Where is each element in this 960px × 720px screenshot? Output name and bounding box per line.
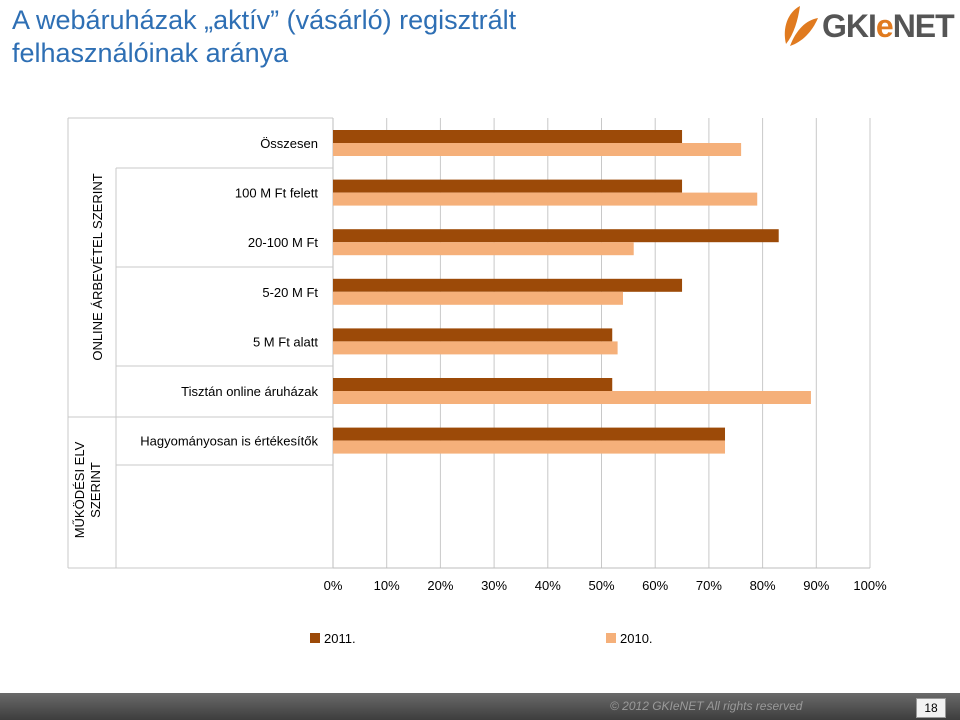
logo-wordmark: GKIeNET — [822, 8, 955, 44]
x-tick-label: 60% — [642, 578, 668, 593]
bar-2011 — [333, 130, 683, 143]
bar-2011 — [333, 427, 726, 441]
leaf-icon — [784, 6, 818, 46]
title-line-2: felhasználóinak aránya — [12, 38, 289, 68]
x-tick-label: 30% — [481, 578, 507, 593]
category-label: 5-20 M Ft — [262, 285, 318, 300]
category-label: Tisztán online áruházak — [181, 384, 318, 399]
group-label-principle: SZERINT — [88, 462, 103, 518]
gkienet-logo: GKIeNET — [780, 2, 955, 50]
bar-chart: 0% 10% 20% 30% 40% 50% 60% 70% 80% 90% 100% Összese… — [67, 117, 887, 646]
copyright-text: © 2012 GKIeNET All rights reserved — [610, 699, 803, 713]
bar-2011 — [333, 179, 683, 193]
bar-2010 — [333, 291, 623, 305]
x-tick-label: 50% — [588, 578, 614, 593]
x-tick-label: 10% — [374, 578, 400, 593]
x-tick-label: 90% — [803, 578, 829, 593]
x-tick-label: 100% — [853, 578, 887, 593]
slide-title: A webáruházak „aktív” (vásárló) regisztr… — [12, 4, 632, 70]
x-tick-label: 20% — [427, 578, 453, 593]
legend-label: 2011. — [324, 631, 356, 646]
bar-2011 — [333, 278, 683, 292]
category-label: Hagyományosan is értékesítők — [140, 434, 318, 449]
category-label: 20-100 M Ft — [248, 235, 318, 250]
bar-2010 — [333, 341, 618, 355]
bar-2011 — [333, 378, 613, 391]
page-number: 18 — [916, 698, 946, 718]
x-tick-label: 80% — [750, 578, 776, 593]
legend-swatch — [310, 633, 320, 643]
bar-2011 — [333, 229, 779, 243]
bar-2011 — [333, 328, 613, 342]
title-line-1: A webáruházak „aktív” (vásárló) regisztr… — [12, 5, 517, 35]
group-label-principle: MŰKÖDÉSI ELV — [72, 441, 87, 538]
category-label: 5 M Ft alatt — [253, 334, 318, 349]
footer-bar: © 2012 GKIeNET All rights reserved 18 — [0, 693, 960, 720]
x-tick-label: 0% — [324, 578, 343, 593]
group-label-revenue: ONLINE ÁRBEVÉTEL SZERINT — [90, 173, 105, 360]
category-label: Összesen — [260, 136, 318, 151]
bar-2010 — [333, 440, 726, 454]
bar-2010 — [333, 192, 758, 206]
legend-swatch — [606, 633, 616, 643]
x-tick-label: 40% — [535, 578, 561, 593]
bar-2010 — [333, 143, 742, 156]
bar-2010 — [333, 391, 811, 404]
legend-label: 2010. — [620, 631, 653, 646]
x-tick-label: 70% — [696, 578, 722, 593]
category-label: 100 M Ft felett — [235, 186, 318, 201]
bar-2010 — [333, 242, 634, 256]
